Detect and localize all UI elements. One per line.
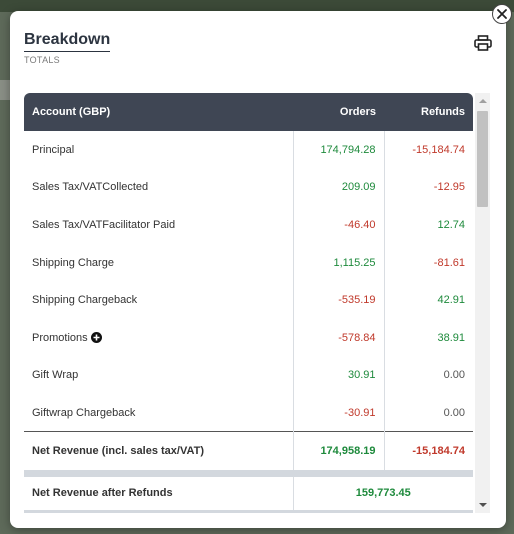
- total-row: Net Revenue (incl. sales tax/VAT) 174,95…: [24, 431, 473, 470]
- backdrop-element: [0, 80, 12, 100]
- table-row: Promotions -578.84 38.91: [24, 318, 473, 357]
- breakdown-table: Account (GBP) Orders Refunds Principal 1…: [24, 93, 473, 513]
- breakdown-modal: Breakdown TOTALS Account (GBP) Orders: [10, 11, 506, 528]
- column-header-orders: Orders: [293, 93, 384, 131]
- table-row: Giftwrap Chargeback -30.91 0.00: [24, 394, 473, 432]
- close-button[interactable]: [492, 4, 512, 24]
- refunds-cell: 12.74: [383, 206, 473, 244]
- total-refunds-cell: -15,184.74: [383, 431, 473, 470]
- close-icon: [497, 9, 507, 19]
- refunds-cell: 38.91: [383, 318, 473, 357]
- refunds-cell: -12.95: [383, 168, 473, 207]
- row-label-promotions: Promotions: [24, 319, 293, 357]
- net-after-refunds-label: Net Revenue after Refunds: [32, 487, 173, 500]
- row-label: Sales Tax/VATCollected: [32, 181, 149, 194]
- refunds-cell: -81.61: [383, 243, 473, 282]
- modal-title: Breakdown: [24, 31, 111, 52]
- column-header-refunds: Refunds: [384, 93, 473, 131]
- net-after-refunds-row: Net Revenue after Refunds 159,773.45: [24, 476, 473, 510]
- section-divider: [24, 509, 473, 513]
- table-row: Principal 174,794.28 -15,184.74: [24, 131, 473, 169]
- scroll-down-arrow[interactable]: [475, 497, 490, 513]
- refunds-cell: 42.91: [383, 281, 473, 319]
- scroll-thumb[interactable]: [477, 111, 488, 207]
- row-label: Principal: [32, 143, 75, 156]
- orders-cell: -30.91: [292, 394, 384, 432]
- plus-circle-icon[interactable]: [90, 331, 102, 343]
- orders-cell: -535.19: [292, 281, 384, 319]
- orders-cell: 174,794.28: [292, 131, 384, 169]
- table-row: Gift Wrap 30.91 0.00: [24, 356, 473, 395]
- row-label: Shipping Charge: [32, 256, 114, 269]
- net-after-refunds-value: 159,773.45: [292, 476, 473, 510]
- triangle-down-icon: [478, 503, 487, 507]
- row-label: Gift Wrap: [32, 369, 79, 382]
- orders-cell: 209.09: [292, 168, 384, 207]
- vertical-scrollbar[interactable]: [475, 93, 490, 513]
- breakdown-table-container[interactable]: Account (GBP) Orders Refunds Principal 1…: [24, 93, 490, 513]
- section-divider: [24, 469, 473, 477]
- refunds-cell: 0.00: [383, 394, 473, 432]
- refunds-cell: 0.00: [383, 356, 473, 395]
- orders-cell: -46.40: [292, 206, 384, 244]
- total-label: Net Revenue (incl. sales tax/VAT): [24, 431, 293, 470]
- modal-subtitle: TOTALS: [24, 55, 60, 65]
- row-label: Giftwrap Chargeback: [32, 406, 136, 419]
- table-row: Sales Tax/VATFacilitator Paid -46.40 12.…: [24, 206, 473, 244]
- orders-cell: 30.91: [292, 356, 384, 395]
- orders-cell: -578.84: [292, 318, 384, 357]
- triangle-up-icon: [478, 99, 487, 103]
- table-header-row: Account (GBP) Orders Refunds: [24, 93, 473, 131]
- row-label-text: Promotions: [32, 331, 88, 344]
- row-label: Sales Tax/VATFacilitator Paid: [32, 218, 176, 231]
- table-row: Shipping Chargeback -535.19 42.91: [24, 281, 473, 319]
- print-icon: [474, 35, 492, 51]
- total-orders-cell: 174,958.19: [292, 431, 384, 470]
- refunds-cell: -15,184.74: [383, 131, 473, 169]
- table-row: Shipping Charge 1,115.25 -81.61: [24, 243, 473, 282]
- column-header-account: Account (GBP): [24, 93, 293, 131]
- orders-cell: 1,115.25: [292, 243, 384, 282]
- scroll-up-arrow[interactable]: [475, 93, 490, 109]
- backdrop-header: [0, 0, 514, 12]
- print-button[interactable]: [474, 35, 492, 51]
- row-label: Shipping Chargeback: [32, 294, 138, 307]
- table-row: Sales Tax/VATCollected 209.09 -12.95: [24, 168, 473, 207]
- table-viewport: Account (GBP) Orders Refunds Principal 1…: [24, 93, 473, 513]
